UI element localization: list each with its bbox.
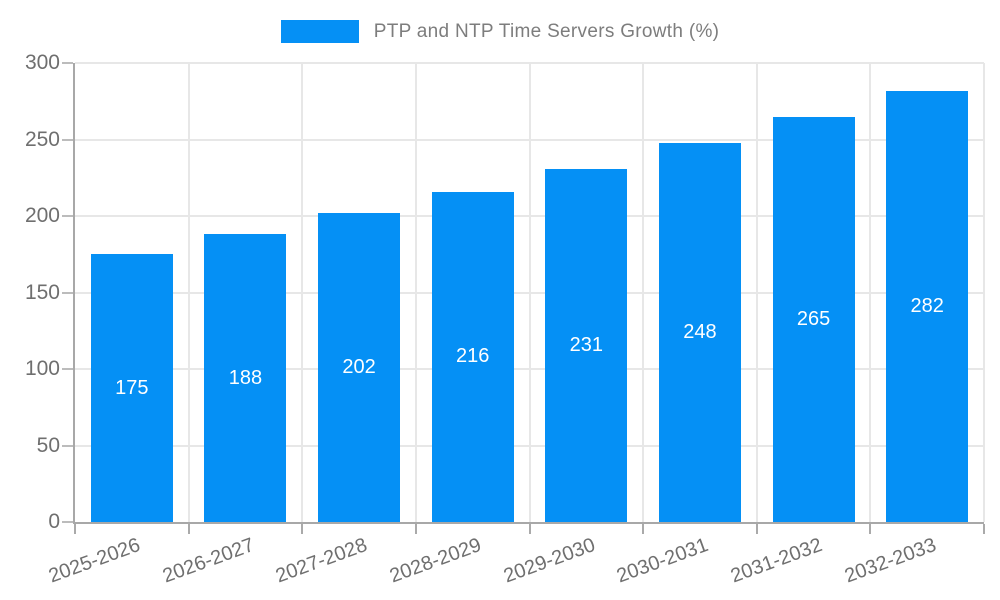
x-tick (187, 524, 190, 534)
x-gridline (869, 63, 872, 522)
y-tick-label: 200 (24, 204, 60, 227)
x-tick (528, 524, 531, 534)
plot-area: 0 50 100 150 200 250 300 175 188 202 216 231 248 265 2… (25, 51, 985, 587)
bar: 175 (90, 254, 173, 522)
x-tick (983, 524, 985, 534)
x-tick (301, 524, 304, 534)
x-tick (869, 524, 872, 534)
bar: 216 (431, 191, 514, 522)
y-tick-label: 300 (24, 51, 60, 74)
x-tick-label: 2032-2033 (841, 534, 939, 588)
bar-value-label: 265 (796, 307, 831, 330)
y-tick-label: 150 (24, 280, 60, 304)
x-gridline (414, 63, 417, 522)
bar-value-label: 248 (683, 320, 717, 343)
y-tick (62, 368, 73, 370)
legend: PTP and NTP Time Servers Growth (%) (0, 20, 1000, 43)
bar: 265 (772, 116, 855, 522)
bar-value-label: 231 (569, 333, 603, 356)
x-gridline (642, 63, 645, 522)
bar-value-label: 175 (115, 376, 149, 399)
x-tick-label: 2027-2028 (273, 534, 371, 588)
bar-value-label: 202 (342, 355, 376, 378)
y-tick-label: 100 (24, 357, 60, 380)
y-tick (62, 291, 73, 294)
x-gridline (755, 63, 758, 522)
bar: 231 (545, 168, 628, 522)
x-tick (74, 524, 76, 534)
x-tick-label: 2029-2030 (500, 534, 598, 588)
x-tick (414, 524, 417, 534)
legend-label: PTP and NTP Time Servers Growth (%) (373, 20, 720, 42)
x-tick-label: 2031-2032 (727, 534, 826, 588)
bar-value-label: 188 (228, 366, 263, 389)
x-gridline (983, 63, 985, 522)
y-tick (62, 62, 73, 64)
x-gridline (301, 63, 304, 522)
y-tick-label: 250 (24, 127, 60, 151)
legend-swatch (280, 20, 359, 43)
bar: 202 (318, 212, 401, 522)
x-tick (642, 524, 645, 534)
x-tick-label: 2030-2031 (614, 534, 712, 588)
x-tick-label: 2026-2027 (159, 534, 257, 588)
y-tick-label: 0 (48, 510, 60, 533)
bar-value-label: 216 (456, 345, 490, 368)
y-tick (62, 138, 73, 141)
x-tick-label: 2028-2029 (386, 534, 485, 588)
y-tick-label: 50 (36, 433, 60, 457)
x-tick-label: 2025-2026 (45, 534, 144, 588)
bar-value-label: 282 (910, 294, 944, 317)
x-gridline (528, 63, 531, 522)
y-tick (62, 215, 73, 217)
bar: 282 (886, 90, 969, 522)
x-tick (755, 524, 758, 534)
y-tick (62, 444, 73, 447)
bar: 188 (204, 234, 287, 522)
bar: 248 (658, 142, 741, 522)
x-gridline (187, 63, 190, 522)
y-tick (62, 521, 73, 523)
